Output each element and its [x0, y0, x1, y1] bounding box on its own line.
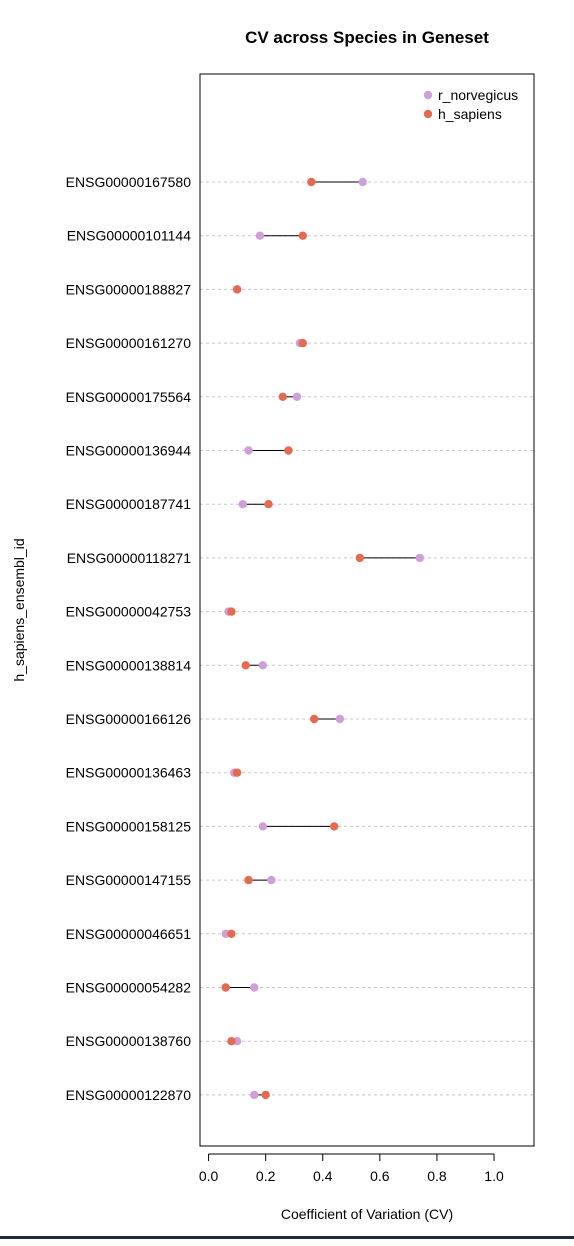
plot-frame [199, 73, 535, 1147]
x-axis: 0.0 0.2 0.4 0.6 0.8 1.0 [199, 1153, 504, 1184]
legend-marker [423, 109, 433, 119]
data-point-h_sapiens [309, 714, 319, 724]
bottom-border [0, 1236, 574, 1239]
legend-label: r_norvegicus [438, 87, 518, 103]
x-axis-label: Coefficient of Variation (CV) [281, 1206, 453, 1222]
data-point-r_norvegicus [238, 500, 248, 509]
y-tick-label: ENSG00000188827 [66, 281, 192, 297]
y-tick-label: ENSG00000042753 [66, 604, 192, 620]
data-point-h_sapiens [298, 338, 307, 348]
y-tick-label: ENSG00000167580 [66, 174, 192, 190]
x-tick-label: 1.0 [484, 1168, 504, 1184]
x-tick-label: 0.8 [427, 1168, 447, 1184]
chart-title: CV across Species in Geneset [245, 28, 489, 47]
data-point-h_sapiens [278, 392, 287, 401]
data-point-r_norvegicus [267, 875, 276, 885]
y-tick-label: ENSG00000138760 [66, 1033, 192, 1049]
y-tick-label: ENSG00000175564 [66, 389, 192, 405]
data-point-r_norvegicus [244, 446, 253, 455]
y-tick-label: ENSG00000187741 [66, 496, 192, 512]
data-point-h_sapiens [244, 875, 253, 885]
grid-lines [200, 181, 534, 1096]
x-tick-label: 0.2 [256, 1168, 276, 1184]
y-tick-label: ENSG00000122870 [66, 1087, 192, 1103]
y-tick-label: ENSG00000138814 [66, 657, 192, 673]
data-point-r_norvegicus [250, 1090, 259, 1100]
legend: r_norvegicus h_sapiens [423, 87, 518, 122]
data-point-h_sapiens [241, 661, 250, 670]
data-points [221, 177, 425, 1100]
y-tick-label: ENSG00000161270 [66, 335, 192, 351]
y-tick-label: ENSG00000147155 [66, 872, 192, 888]
data-point-h_sapiens [227, 929, 236, 938]
data-point-h_sapiens [221, 983, 230, 992]
data-point-h_sapiens [232, 285, 242, 294]
y-tick-label: ENSG00000118271 [67, 550, 191, 566]
legend-label: h_sapiens [438, 106, 502, 122]
data-point-h_sapiens [284, 446, 293, 455]
connector-segments [225, 181, 420, 1096]
data-point-r_norvegicus [250, 983, 259, 992]
y-tick-label: ENSG00000136944 [66, 443, 192, 459]
data-point-h_sapiens [227, 1037, 236, 1046]
data-point-r_norvegicus [358, 177, 367, 187]
y-tick-label: ENSG00000166126 [66, 711, 192, 727]
data-point-r_norvegicus [258, 661, 268, 670]
y-axis-label: h_sapiens_ensembl_id [11, 538, 27, 681]
legend-marker [423, 90, 433, 100]
data-point-r_norvegicus [292, 392, 302, 401]
y-tick-label: ENSG00000158125 [66, 818, 192, 834]
data-point-r_norvegicus [335, 714, 345, 724]
y-tick-labels: ENSG00000167580 ENSG00000101144 ENSG000001… [66, 174, 192, 1103]
x-tick-label: 0.6 [370, 1168, 390, 1184]
data-point-r_norvegicus [255, 231, 265, 240]
data-point-h_sapiens [298, 231, 307, 240]
data-point-h_sapiens [355, 553, 365, 563]
data-point-r_norvegicus [415, 553, 425, 563]
y-tick-label: ENSG00000054282 [66, 980, 192, 996]
data-point-r_norvegicus [258, 822, 268, 831]
data-point-h_sapiens [261, 1090, 270, 1100]
data-point-h_sapiens [227, 607, 236, 616]
data-point-h_sapiens [264, 500, 273, 509]
data-point-h_sapiens [329, 822, 339, 831]
data-point-h_sapiens [232, 768, 242, 777]
y-tick-label: ENSG00000136463 [66, 765, 192, 781]
x-tick-label: 0.0 [199, 1168, 219, 1184]
y-tick-label: ENSG00000046651 [66, 926, 192, 942]
data-point-h_sapiens [307, 177, 316, 187]
y-tick-label: ENSG00000101144 [67, 228, 191, 244]
x-tick-label: 0.4 [313, 1168, 333, 1184]
